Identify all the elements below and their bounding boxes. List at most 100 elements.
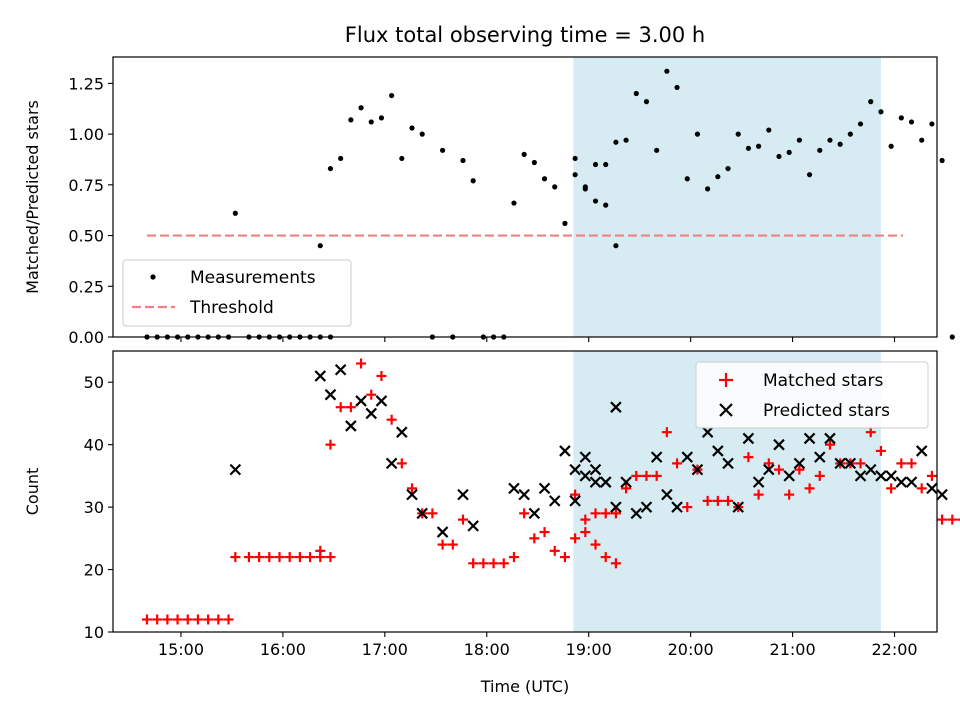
measurement-point bbox=[898, 115, 904, 121]
predicted-star-point bbox=[314, 370, 327, 382]
measurement-point bbox=[470, 178, 476, 184]
predicted-star-point bbox=[885, 470, 897, 482]
measurement-point bbox=[603, 202, 609, 208]
count-y-axis-label: Count bbox=[23, 468, 42, 516]
predicted-star-point bbox=[365, 407, 378, 420]
predicted-star-point bbox=[436, 526, 449, 538]
matched-star-point bbox=[570, 533, 581, 544]
count-legend-box bbox=[695, 361, 929, 429]
x-tick-label: 17:00 bbox=[362, 640, 408, 659]
matched-star-point bbox=[559, 552, 570, 563]
count-marks bbox=[141, 358, 960, 625]
y-tick-label: 10 bbox=[84, 623, 104, 642]
measurement-point bbox=[603, 161, 609, 168]
predicted-star-point bbox=[396, 426, 408, 438]
predicted-star-point bbox=[324, 388, 337, 401]
measurement-point bbox=[338, 155, 344, 162]
measurement-point bbox=[868, 99, 874, 105]
matched-star-point bbox=[203, 614, 214, 625]
matched-star-point bbox=[580, 514, 591, 525]
x-tick-label: 22:00 bbox=[871, 640, 917, 659]
measurement-point bbox=[817, 147, 823, 153]
measurement-point bbox=[541, 176, 548, 182]
measurement-point bbox=[908, 119, 915, 125]
predicted-star-point bbox=[640, 501, 653, 513]
measurement-point bbox=[317, 243, 323, 249]
matched-star-point bbox=[427, 508, 438, 519]
measurement-point bbox=[857, 121, 864, 127]
measurement-point bbox=[939, 157, 945, 164]
matched-star-point bbox=[682, 502, 693, 513]
matched-star-point bbox=[508, 552, 519, 563]
matched-star-point bbox=[152, 614, 163, 625]
count-panel: 10 20 30 40 50 15:00 16:00 17:00 18:00 19:00 20:00… bbox=[23, 350, 960, 696]
measurement-point bbox=[949, 334, 955, 340]
matched-star-point bbox=[172, 614, 183, 625]
matched-star-point bbox=[141, 614, 152, 625]
matched-star-point bbox=[335, 402, 346, 413]
legend-predicted-label: Predicted stars bbox=[763, 401, 890, 421]
matched-star-point bbox=[230, 552, 241, 563]
predicted-star-point bbox=[895, 476, 908, 488]
predicted-star-point bbox=[722, 457, 734, 470]
matched-star-point bbox=[447, 539, 458, 550]
y-tick-label: 1.00 bbox=[68, 125, 104, 144]
matched-star-point bbox=[488, 558, 499, 569]
matched-star-point bbox=[478, 558, 489, 569]
legend-measurements-label: Measurements bbox=[190, 268, 316, 288]
predicted-star-point bbox=[905, 476, 918, 488]
matched-star-point bbox=[631, 470, 642, 481]
predicted-star-point bbox=[661, 488, 673, 501]
matched-star-point bbox=[305, 552, 316, 563]
matched-star-point bbox=[712, 495, 723, 506]
measurement-point bbox=[786, 149, 792, 155]
matched-star-point bbox=[661, 427, 672, 438]
matched-star-point bbox=[896, 458, 907, 469]
matched-star-point bbox=[294, 552, 305, 563]
matched-star-point bbox=[794, 464, 805, 475]
predicted-star-point bbox=[742, 432, 755, 445]
matched-star-point bbox=[926, 470, 937, 481]
matched-star-point bbox=[457, 514, 468, 525]
count-ticks: 10 20 30 40 50 15:00 16:00 17:00 18:00 19:00 20:00… bbox=[84, 373, 918, 659]
predicted-star-point bbox=[589, 463, 602, 476]
count-axes-frame bbox=[112, 350, 938, 633]
predicted-star-point bbox=[416, 507, 428, 520]
predicted-star-point bbox=[508, 482, 520, 495]
measurement-point bbox=[389, 92, 395, 99]
measurement-point bbox=[582, 186, 588, 192]
measurement-point bbox=[929, 121, 935, 127]
measurement-point bbox=[756, 143, 762, 149]
predicted-star-point bbox=[345, 420, 357, 432]
predicted-star-point bbox=[844, 457, 857, 470]
measurement-point bbox=[776, 153, 782, 160]
matched-star-point bbox=[223, 614, 234, 625]
measurement-point bbox=[827, 137, 833, 143]
matched-star-point bbox=[947, 514, 958, 525]
predicted-star-point bbox=[773, 438, 785, 451]
predicted-star-point bbox=[864, 463, 877, 476]
measurement-point bbox=[654, 147, 660, 153]
predicted-star-point bbox=[599, 476, 612, 488]
measurement-point bbox=[715, 174, 721, 180]
predicted-star-point bbox=[385, 457, 398, 470]
predicted-star-point bbox=[620, 476, 632, 488]
ratio-panel: 0.00 0.25 0.50 0.75 1.00 1.25 Matched/Predict… bbox=[23, 56, 960, 347]
measurement-point bbox=[847, 131, 853, 137]
legend-measurements-marker bbox=[150, 274, 156, 280]
measurement-point bbox=[674, 84, 680, 91]
matched-star-point bbox=[600, 552, 611, 563]
measurement-point bbox=[796, 137, 802, 143]
matched-star-point bbox=[641, 470, 652, 481]
predicted-star-point bbox=[569, 495, 581, 507]
matched-star-point bbox=[743, 452, 754, 463]
count-legend: Matched stars Predicted stars bbox=[695, 361, 929, 429]
y-tick-label: 40 bbox=[84, 436, 104, 455]
matched-star-point bbox=[162, 614, 173, 625]
matched-star-point bbox=[957, 518, 960, 521]
matched-star-point bbox=[784, 489, 795, 500]
measurement-point bbox=[592, 161, 599, 168]
matched-star-point bbox=[539, 527, 550, 538]
measurement-point bbox=[511, 200, 517, 206]
predicted-star-point bbox=[783, 470, 795, 482]
